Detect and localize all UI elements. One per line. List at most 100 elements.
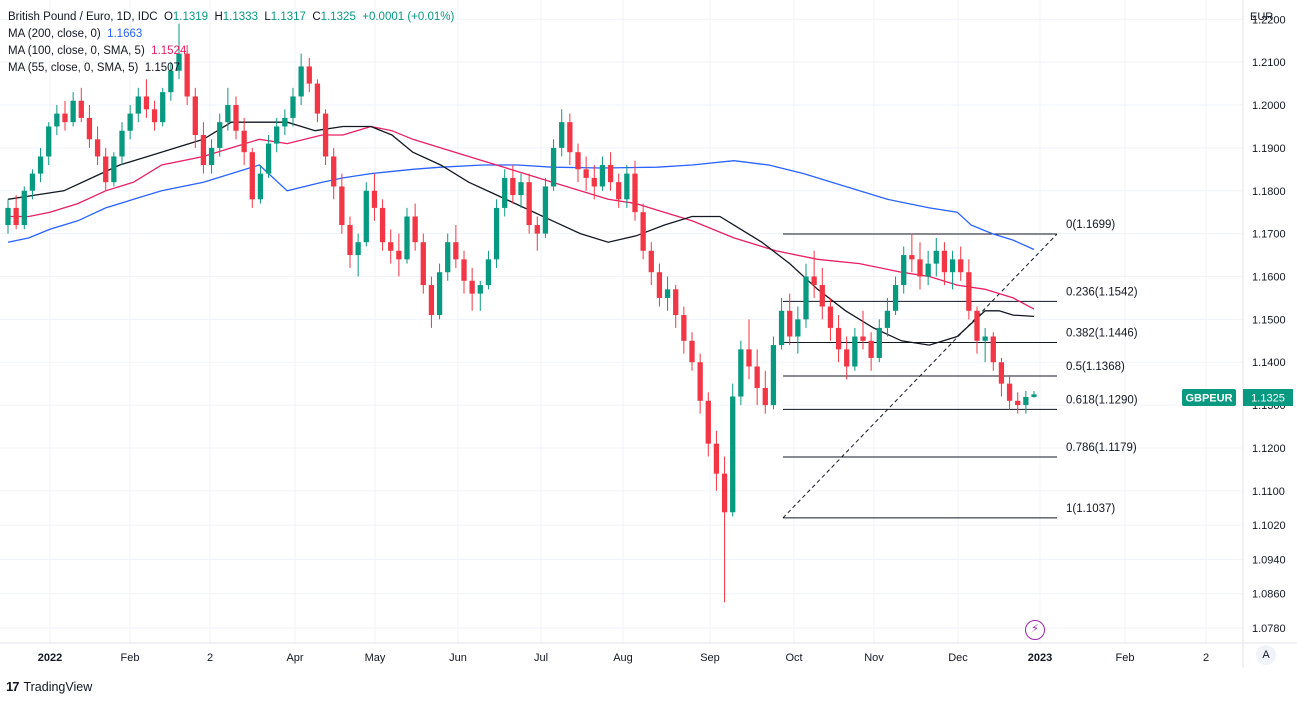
candle-body — [819, 285, 825, 307]
candle-body — [355, 242, 361, 256]
candle-body — [160, 92, 166, 123]
candle-body — [453, 242, 459, 260]
candle-body — [958, 259, 964, 273]
legend-symbol-row[interactable]: British Pound / Euro, 1D, IDC O1.1319 H1… — [8, 9, 454, 26]
candle-body — [151, 109, 158, 123]
candle-body — [624, 173, 630, 200]
candle-body — [966, 272, 972, 311]
candle-body — [168, 70, 174, 93]
candle-body — [778, 310, 785, 346]
candle-body — [200, 135, 207, 166]
badge-price: 1.1325 — [1251, 393, 1285, 405]
candle-body — [388, 242, 394, 251]
ma-line — [7, 121, 1035, 346]
currency-label[interactable]: EUR — [1250, 11, 1274, 23]
candle-body — [925, 263, 931, 277]
candle-body — [274, 126, 280, 144]
candle-body — [534, 225, 540, 234]
candle-body — [103, 156, 109, 183]
x-tick-label: 2 — [207, 652, 213, 664]
candle-body — [673, 289, 679, 316]
open-label: O — [163, 11, 173, 23]
candle-body — [664, 289, 671, 298]
candle-body — [265, 143, 272, 174]
candle-body — [876, 327, 882, 358]
candle-body — [510, 177, 516, 196]
lightning-icon[interactable]: ⚡ — [1025, 620, 1045, 640]
fib-level-label: 0(1.1699) — [1066, 219, 1115, 231]
candle-body — [1023, 396, 1029, 406]
candle-body — [746, 349, 752, 367]
candle-body — [477, 285, 483, 294]
fibonacci-retracement: 0(1.1699) 0.236(1.1542) 0.382(1.1446) 0.5(1… — [782, 219, 1138, 519]
x-tick-label: Sep — [700, 652, 720, 664]
candle-body — [795, 319, 801, 337]
x-tick-label: Oct — [785, 652, 802, 664]
y-tick-label: 1.1600 — [1252, 271, 1286, 283]
candle-body — [713, 443, 720, 474]
tradingview-brand[interactable]: 17 TradingView — [6, 679, 92, 694]
low-value: 1.1317 — [270, 11, 306, 23]
candle-body — [868, 340, 874, 358]
candle-body — [331, 156, 337, 187]
auto-scale-button[interactable]: A — [1256, 645, 1276, 665]
candle-body — [363, 190, 369, 243]
legend-ma55-row[interactable]: MA (55, close, 0, SMA, 5) 1.1507 — [8, 60, 454, 77]
candle-body — [371, 190, 378, 208]
x-tick-label: Nov — [864, 652, 884, 664]
price-axis: 1.0780 1.0860 1.0940 1.1020 1.1100 1.1200 1.13… — [1252, 14, 1286, 635]
candle-body — [119, 130, 125, 157]
legend-symbol: British Pound / Euro, 1D, IDC — [8, 11, 158, 23]
y-tick-label: 1.1700 — [1252, 229, 1286, 241]
candle-body — [436, 272, 443, 316]
candle-body — [339, 186, 345, 226]
candle-body — [94, 139, 101, 157]
y-tick-label: 1.0860 — [1252, 589, 1286, 601]
candle-body — [135, 96, 141, 114]
candle-body — [70, 100, 76, 123]
grid-lines — [0, 0, 1243, 643]
candle-body — [860, 336, 866, 341]
close-label: C — [312, 11, 321, 23]
x-tick-label: 2022 — [38, 652, 62, 664]
candle-body — [640, 212, 646, 251]
x-tick-label: Feb — [1116, 652, 1135, 664]
candle-body — [143, 96, 150, 110]
legend-ma100-row[interactable]: MA (100, close, 0, SMA, 5) 1.1524 — [8, 43, 454, 60]
y-tick-label: 1.1200 — [1252, 443, 1286, 455]
candle-body — [689, 340, 695, 363]
x-tick-label: Jul — [534, 652, 548, 664]
candle-body — [257, 173, 264, 200]
tradingview-logo-icon: 17 — [6, 679, 20, 694]
ma200-value: 1.1663 — [107, 28, 143, 40]
candle-body — [306, 66, 312, 84]
candle-body — [233, 105, 239, 131]
candle-body — [974, 310, 980, 341]
high-label: H — [214, 11, 223, 23]
fib-level-label: 0.236(1.1542) — [1066, 286, 1138, 298]
candle-body — [5, 207, 11, 226]
x-tick-label: 2 — [1203, 652, 1209, 664]
candle-body — [1031, 394, 1037, 397]
candle-body — [192, 96, 198, 136]
candle-body — [575, 152, 581, 170]
candle-body — [941, 250, 948, 273]
candle-body — [379, 207, 386, 243]
candle-body — [990, 336, 996, 363]
candle-body — [208, 147, 215, 166]
legend-ma200-row[interactable]: MA (200, close, 0) 1.1663 — [8, 26, 454, 43]
x-tick-label: 2023 — [1028, 652, 1052, 664]
candle-body — [217, 122, 223, 148]
candle-body — [78, 100, 84, 118]
candle-body — [37, 156, 44, 174]
candlesticks — [5, 23, 1037, 603]
brand-name: TradingView — [23, 679, 93, 694]
ma200-label: MA (200, close, 0) — [8, 28, 101, 40]
candle-body — [322, 113, 329, 157]
candle-body — [502, 177, 508, 208]
close-value: 1.1325 — [320, 11, 356, 23]
x-tick-label: Jun — [449, 652, 467, 664]
candle-body — [827, 306, 834, 328]
y-tick-label: 1.1400 — [1252, 357, 1286, 369]
